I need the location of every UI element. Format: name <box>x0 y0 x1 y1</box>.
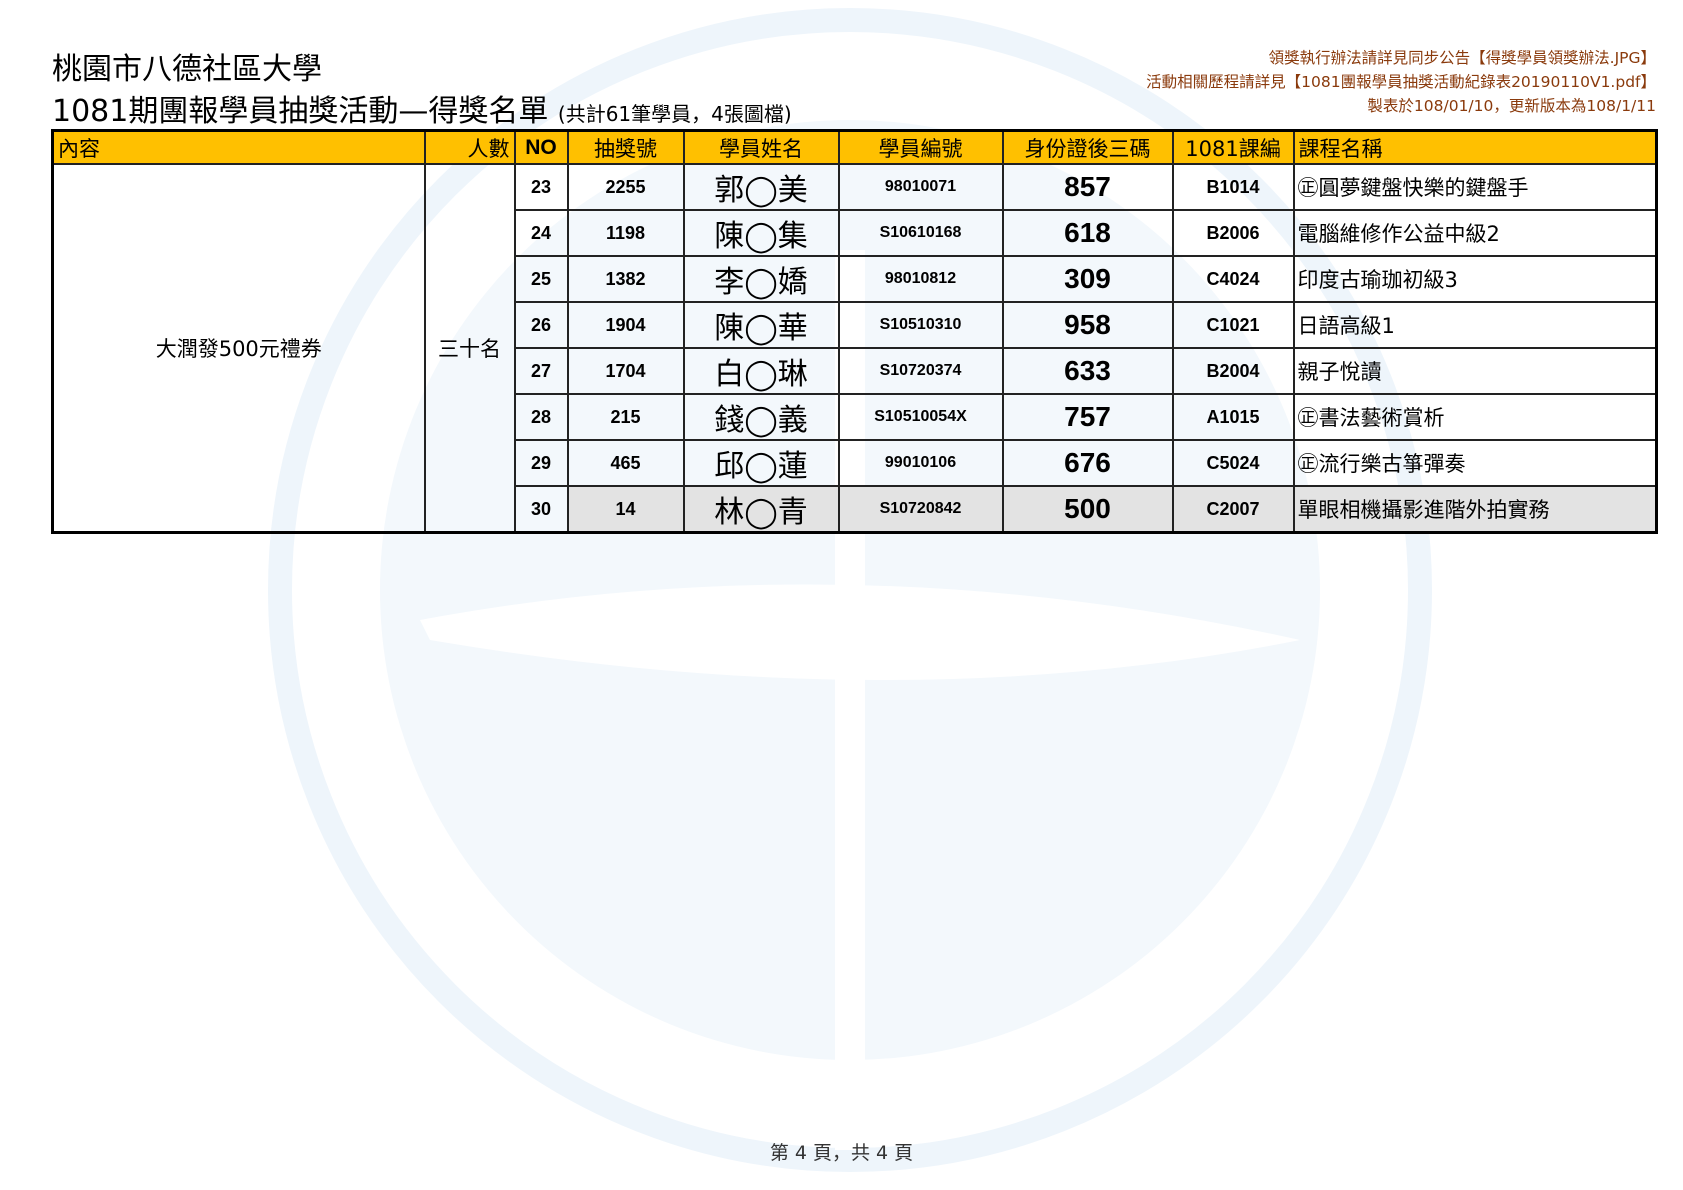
col-course-code: 1081課編 <box>1171 129 1295 165</box>
col-name: 學員姓名 <box>682 129 840 165</box>
table-header: 內容 人數 NO 抽獎號 學員姓名 學員編號 身份證後三碼 1081課編 課程名… <box>51 129 1658 165</box>
title-text: 1081期團報學員抽獎活動—得獎名單 <box>52 94 549 129</box>
cell-draw: 1382 <box>566 255 685 303</box>
prize-content: 大潤發500元禮券 <box>51 163 426 534</box>
cell-id-last3: 618 <box>1001 209 1174 257</box>
col-course-name: 課程名稱 <box>1292 129 1658 165</box>
table-row: 26 1904 陳◯華 S10510310 958 C1021 日語高級1 <box>53 301 1658 349</box>
table-row: 30 14 林◯青 S10720842 500 C2007 單眼相機攝影進階外拍實務 <box>53 485 1658 534</box>
watermark-ring <box>268 8 1432 1172</box>
cell-student-id: 98010071 <box>837 163 1004 211</box>
page-number: 第 4 頁，共 4 頁 <box>769 1142 914 1164</box>
cell-name: 陳◯集 <box>682 209 840 257</box>
cell-course-code: A1015 <box>1171 393 1295 441</box>
cell-no: 25 <box>513 255 569 303</box>
title-subtitle: (共計61筆學員，4張圖檔) <box>557 102 792 126</box>
winner-count: 三十名 <box>423 163 516 534</box>
cell-id-last3: 857 <box>1001 163 1174 211</box>
cell-course-name: ㊣流行樂古箏彈奏 <box>1292 439 1658 487</box>
cell-draw: 1704 <box>566 347 685 395</box>
col-id-last3: 身份證後三碼 <box>1001 129 1174 165</box>
cell-name: 邱◯蓮 <box>682 439 840 487</box>
table-row: 24 1198 陳◯集 S10610168 618 B2006 電腦維修作公益中級2 <box>53 209 1658 257</box>
cell-name: 林◯青 <box>682 485 840 534</box>
winners-table: 內容 人數 NO 抽獎號 學員姓名 學員編號 身份證後三碼 1081課編 課程名… <box>51 129 1658 534</box>
cell-student-id: S10510054X <box>837 393 1004 441</box>
cell-no: 29 <box>513 439 569 487</box>
table-row: 27 1704 白◯琳 S10720374 633 B2004 親子悅讀 <box>53 347 1658 395</box>
table-row: 大潤發500元禮券 三十名 23 2255 郭◯美 98010071 857 B1014 ㊣圓夢… <box>51 163 1658 534</box>
col-content: 內容 <box>51 129 426 165</box>
col-draw: 抽獎號 <box>566 129 685 165</box>
note-date: 製表於108/01/10，更新版本為108/1/11 <box>1367 97 1656 115</box>
cell-draw: 465 <box>566 439 685 487</box>
note-rules: 領獎執行辦法請詳見同步公告【得獎學員領獎辦法.JPG】 <box>1268 49 1656 67</box>
table-row: 25 1382 李◯嬌 98010812 309 C4024 印度古瑜珈初級3 <box>53 255 1658 303</box>
cell-id-last3: 309 <box>1001 255 1174 303</box>
cell-name: 白◯琳 <box>682 347 840 395</box>
cell-student-id: S10610168 <box>837 209 1004 257</box>
cell-course-name: 日語高級1 <box>1292 301 1658 349</box>
col-count: 人數 <box>423 129 516 165</box>
cell-no: 26 <box>513 301 569 349</box>
cell-no: 28 <box>513 393 569 441</box>
col-student-id: 學員編號 <box>837 129 1004 165</box>
cell-draw: 1198 <box>566 209 685 257</box>
cell-student-id: S10720842 <box>837 485 1004 534</box>
cell-draw: 2255 <box>566 163 685 211</box>
cell-id-last3: 633 <box>1001 347 1174 395</box>
cell-id-last3: 757 <box>1001 393 1174 441</box>
cell-id-last3: 500 <box>1001 485 1174 534</box>
cell-id-last3: 676 <box>1001 439 1174 487</box>
org-name: 桃園市八德社區大學 <box>52 52 322 87</box>
cell-course-code: C5024 <box>1171 439 1295 487</box>
cell-id-last3: 958 <box>1001 301 1174 349</box>
table-row: 29 465 邱◯蓮 99010106 676 C5024 ㊣流行樂古箏彈奏 <box>53 439 1658 487</box>
cell-course-code: B2004 <box>1171 347 1295 395</box>
cell-name: 郭◯美 <box>682 163 840 211</box>
cell-name: 錢◯義 <box>682 393 840 441</box>
cell-name: 陳◯華 <box>682 301 840 349</box>
cell-draw: 14 <box>566 485 685 534</box>
cell-course-code: C1021 <box>1171 301 1295 349</box>
cell-no: 27 <box>513 347 569 395</box>
cell-draw: 1904 <box>566 301 685 349</box>
cell-name: 李◯嬌 <box>682 255 840 303</box>
page-title: 1081期團報學員抽獎活動—得獎名單 (共計61筆學員，4張圖檔) <box>52 86 792 130</box>
cell-course-name: ㊣圓夢鍵盤快樂的鍵盤手 <box>1292 163 1658 211</box>
cell-no: 23 <box>513 163 569 211</box>
cell-student-id: S10510310 <box>837 301 1004 349</box>
col-no: NO <box>513 129 569 165</box>
cell-course-name: 單眼相機攝影進階外拍實務 <box>1292 485 1658 534</box>
cell-course-code: B2006 <box>1171 209 1295 257</box>
cell-student-id: S10720374 <box>837 347 1004 395</box>
cell-student-id: 98010812 <box>837 255 1004 303</box>
note-records: 活動相關歷程請詳見【1081團報學員抽獎活動紀錄表20190110V1.pdf】 <box>1146 73 1656 91</box>
cell-course-name: 印度古瑜珈初級3 <box>1292 255 1658 303</box>
cell-draw: 215 <box>566 393 685 441</box>
cell-no: 24 <box>513 209 569 257</box>
cell-course-code: C4024 <box>1171 255 1295 303</box>
cell-course-name: 親子悅讀 <box>1292 347 1658 395</box>
cell-course-code: B1014 <box>1171 163 1295 211</box>
table-row: 28 215 錢◯義 S10510054X 757 A1015 ㊣書法藝術賞析 <box>53 393 1658 441</box>
cell-student-id: 99010106 <box>837 439 1004 487</box>
cell-no: 30 <box>513 485 569 534</box>
cell-course-name: ㊣書法藝術賞析 <box>1292 393 1658 441</box>
cell-course-name: 電腦維修作公益中級2 <box>1292 209 1658 257</box>
cell-course-code: C2007 <box>1171 485 1295 534</box>
